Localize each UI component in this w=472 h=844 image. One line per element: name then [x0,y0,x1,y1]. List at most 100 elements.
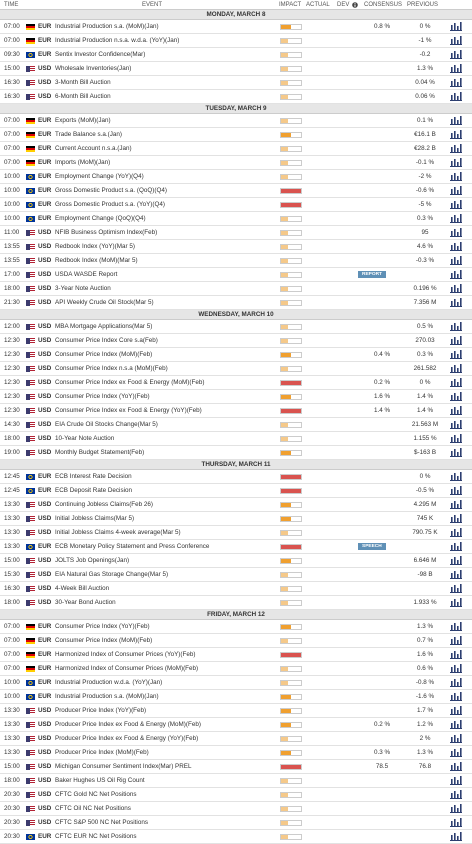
event-name[interactable]: JOLTS Job Openings(Jan) [55,557,130,564]
chart-icon[interactable] [450,116,462,130]
event-name[interactable]: Producer Price Index ex Food & Energy (Y… [55,735,199,742]
chart-icon[interactable] [450,22,462,36]
event-name[interactable]: Imports (MoM)(Jan) [55,159,111,166]
event-name[interactable]: NFIB Business Optimism Index(Feb) [55,229,158,236]
chart-icon[interactable] [450,598,462,612]
chart-icon[interactable] [450,776,462,790]
chart-icon[interactable] [450,242,462,256]
chart-icon[interactable] [450,378,462,392]
chart-icon[interactable] [450,298,462,312]
event-name[interactable]: EIA Crude Oil Stocks Change(Mar 5) [55,421,158,428]
event-name[interactable]: Producer Price Index (YoY)(Feb) [55,707,147,714]
chart-icon[interactable] [450,406,462,420]
chart-icon[interactable] [450,678,462,692]
chart-icon[interactable] [450,350,462,364]
event-name[interactable]: Current Account n.s.a.(Jan) [55,145,132,152]
chart-icon[interactable] [450,622,462,636]
event-name[interactable]: Industrial Production n.s.a. w.d.a. (YoY… [55,37,180,44]
event-name[interactable]: Industrial Production w.d.a. (YoY)(Jan) [55,679,163,686]
chart-icon[interactable] [450,832,462,844]
chart-icon[interactable] [450,762,462,776]
chart-icon[interactable] [450,570,462,584]
chart-icon[interactable] [450,434,462,448]
chart-icon[interactable] [450,636,462,650]
chart-icon[interactable] [450,528,462,542]
chart-icon[interactable] [450,228,462,242]
chart-icon[interactable] [450,36,462,50]
event-name[interactable]: CFTC EUR NC Net Positions [55,833,137,840]
event-name[interactable]: API Weekly Crude Oil Stock(Mar 5) [55,299,154,306]
chart-icon[interactable] [450,144,462,158]
event-name[interactable]: CFTC S&P 500 NC Net Positions [55,819,148,826]
event-name[interactable]: Redbook Index (YoY)(Mar 5) [55,243,135,250]
event-name[interactable]: Gross Domestic Product s.a. (YoY)(Q4) [55,201,165,208]
event-name[interactable]: Industrial Production s.a. (MoM)(Jan) [55,23,159,30]
chart-icon[interactable] [450,584,462,598]
event-name[interactable]: Redbook Index (MoM)(Mar 5) [55,257,138,264]
chart-icon[interactable] [450,336,462,350]
chart-icon[interactable] [450,186,462,200]
chart-icon[interactable] [450,664,462,678]
event-name[interactable]: Harmonized Index of Consumer Prices (MoM… [55,665,199,672]
event-name[interactable]: Sentix Investor Confidence(Mar) [55,51,146,58]
event-name[interactable]: 10-Year Note Auction [55,435,115,442]
chart-icon[interactable] [450,392,462,406]
chart-icon[interactable] [450,256,462,270]
event-name[interactable]: Consumer Price Index Core s.a(Feb) [55,337,158,344]
chart-icon[interactable] [450,92,462,106]
event-name[interactable]: Consumer Price Index ex Food & Energy (M… [55,379,205,386]
event-name[interactable]: Consumer Price Index (MoM)(Feb) [55,637,153,644]
event-name[interactable]: Michigan Consumer Sentiment Index(Mar) P… [55,763,192,770]
chart-icon[interactable] [450,130,462,144]
event-name[interactable]: 3-Year Note Auction [55,285,111,292]
chart-icon[interactable] [450,270,462,284]
chart-icon[interactable] [450,172,462,186]
chart-icon[interactable] [450,64,462,78]
event-name[interactable]: CFTC Oil NC Net Positions [55,805,131,812]
event-name[interactable]: Consumer Price Index (YoY)(Feb) [55,393,150,400]
event-name[interactable]: EIA Natural Gas Storage Change(Mar 5) [55,571,169,578]
chart-icon[interactable] [450,472,462,486]
event-name[interactable]: 30-Year Bond Auction [55,599,116,606]
chart-icon[interactable] [450,790,462,804]
chart-icon[interactable] [450,448,462,462]
event-name[interactable]: CFTC Gold NC Net Positions [55,791,137,798]
event-name[interactable]: Industrial Production s.a. (MoM)(Jan) [55,693,159,700]
event-name[interactable]: Harmonized Index of Consumer Prices (YoY… [55,651,196,658]
chart-icon[interactable] [450,804,462,818]
chart-icon[interactable] [450,364,462,378]
chart-icon[interactable] [450,78,462,92]
chart-icon[interactable] [450,284,462,298]
event-name[interactable]: Gross Domestic Product s.a. (QoQ)(Q4) [55,187,167,194]
event-name[interactable]: Consumer Price Index ex Food & Energy (Y… [55,407,202,414]
event-name[interactable]: Wholesale Inventories(Jan) [55,65,132,72]
event-name[interactable]: MBA Mortgage Applications(Mar 5) [55,323,153,330]
chart-icon[interactable] [450,200,462,214]
event-name[interactable]: USDA WASDE Report [55,271,118,278]
chart-icon[interactable] [450,514,462,528]
chart-icon[interactable] [450,818,462,832]
event-name[interactable]: Consumer Price Index (YoY)(Feb) [55,623,150,630]
event-name[interactable]: Monthly Budget Statement(Feb) [55,449,145,456]
chart-icon[interactable] [450,214,462,228]
chart-icon[interactable] [450,720,462,734]
event-name[interactable]: Continuing Jobless Claims(Feb 26) [55,501,153,508]
event-name[interactable]: 4-Week Bill Auction [55,585,110,592]
event-name[interactable]: Employment Change (QoQ)(Q4) [55,215,146,222]
event-name[interactable]: Producer Price Index ex Food & Energy (M… [55,721,201,728]
chart-icon[interactable] [450,500,462,514]
chart-icon[interactable] [450,556,462,570]
event-name[interactable]: Initial Jobless Claims(Mar 5) [55,515,135,522]
event-name[interactable]: ECB Deposit Rate Decision [55,487,132,494]
info-icon[interactable] [352,2,358,8]
event-name[interactable]: Employment Change (YoY)(Q4) [55,173,144,180]
chart-icon[interactable] [450,692,462,706]
event-name[interactable]: Trade Balance s.a.(Jan) [55,131,122,138]
event-name[interactable]: ECB Interest Rate Decision [55,473,132,480]
event-name[interactable]: ECB Monetary Policy Statement and Press … [55,543,210,550]
event-name[interactable]: Producer Price Index (MoM)(Feb) [55,749,149,756]
event-name[interactable]: Consumer Price Index (MoM)(Feb) [55,351,153,358]
chart-icon[interactable] [450,542,462,556]
chart-icon[interactable] [450,748,462,762]
chart-icon[interactable] [450,50,462,64]
